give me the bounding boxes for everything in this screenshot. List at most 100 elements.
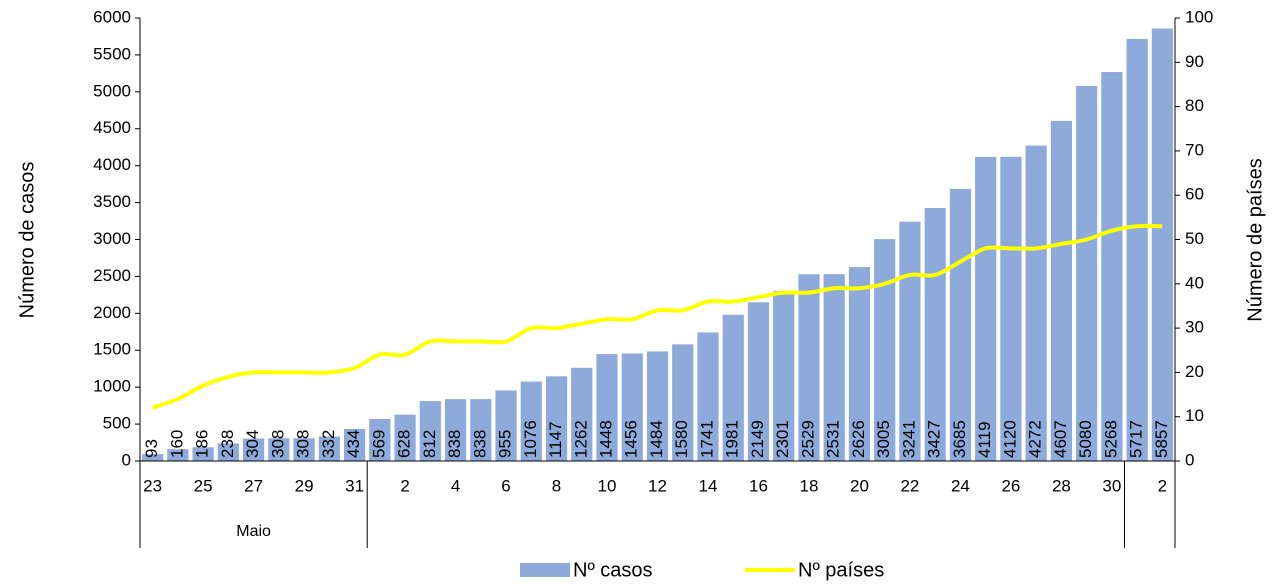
data-label: 4119 — [975, 421, 994, 458]
data-label: 2529 — [798, 420, 817, 458]
x-tick-label: 22 — [900, 476, 919, 495]
data-label: 569 — [369, 430, 388, 458]
bar — [520, 381, 542, 461]
line — [151, 223, 1163, 410]
data-label: 4607 — [1051, 420, 1070, 458]
bar — [1076, 85, 1098, 461]
bar — [672, 344, 694, 461]
data-label: 3427 — [925, 420, 944, 458]
x-tick-label: 2 — [1158, 476, 1167, 495]
data-label: 1981 — [723, 420, 742, 458]
data-label: 838 — [470, 430, 489, 458]
bar — [192, 447, 214, 461]
bar — [1025, 145, 1047, 462]
y-tick-label: 4500 — [93, 118, 131, 137]
group-label: Maio — [236, 523, 271, 540]
x-tick-label: 26 — [1001, 476, 1020, 495]
x-tick-label: 30 — [1102, 476, 1121, 495]
data-label: 1580 — [672, 420, 691, 458]
y2-tick-label: 50 — [1185, 229, 1204, 248]
data-label: 3005 — [874, 420, 893, 458]
bar — [167, 449, 189, 461]
y-axis-title: Número de casos — [16, 162, 38, 319]
x-tick-label: 16 — [749, 476, 768, 495]
data-label: 1076 — [521, 420, 540, 458]
y-tick-label: 2000 — [93, 303, 131, 322]
y-tick-label: 3500 — [93, 192, 131, 211]
data-label: 5717 — [1127, 420, 1146, 458]
bar — [596, 354, 618, 461]
x-tick-label: 28 — [1052, 476, 1071, 495]
y2-tick-label: 10 — [1185, 406, 1204, 425]
x-tick-label: 14 — [699, 476, 718, 495]
bar — [1101, 72, 1123, 462]
bar — [242, 438, 265, 461]
data-label: 186 — [193, 430, 212, 458]
x-tick-label: 6 — [501, 476, 510, 495]
data-label: 1484 — [647, 420, 666, 458]
x-tick-label: 12 — [648, 476, 667, 495]
y-tick-label: 4000 — [93, 155, 131, 174]
bar — [773, 291, 795, 461]
data-label: 838 — [445, 430, 464, 458]
legend-swatch — [520, 563, 570, 577]
y2-tick-label: 70 — [1185, 140, 1204, 159]
data-label: 1147 — [546, 421, 565, 458]
y2-tick-label: 0 — [1185, 450, 1194, 469]
y-tick-label: 3000 — [93, 229, 131, 248]
bar — [343, 428, 366, 461]
x-tick-label: 23 — [143, 476, 162, 495]
y2-tick-label: 90 — [1185, 52, 1204, 71]
data-label: 1262 — [571, 420, 590, 458]
bar — [823, 274, 845, 461]
data-label: 4120 — [1000, 420, 1019, 458]
bar — [495, 390, 517, 461]
bar — [747, 302, 770, 461]
x-tick-label: 10 — [598, 476, 617, 495]
bar — [1050, 120, 1073, 462]
bar — [722, 314, 744, 461]
bar — [697, 332, 719, 461]
y-tick-label: 5500 — [93, 44, 131, 63]
bar — [545, 376, 568, 461]
x-tick-label: 24 — [951, 476, 970, 495]
bar — [571, 367, 593, 461]
x-tick-label: 4 — [451, 476, 460, 495]
bar — [798, 274, 820, 461]
data-label: 238 — [218, 430, 237, 458]
y-tick-label: 2500 — [93, 266, 131, 285]
x-tick-label: 2 — [400, 476, 409, 495]
y-tick-label: 6000 — [93, 7, 131, 26]
bar — [1000, 156, 1022, 461]
bar — [1151, 28, 1173, 461]
data-label: 5080 — [1076, 420, 1095, 458]
bar — [621, 353, 643, 461]
data-label: 1456 — [622, 420, 641, 458]
bar — [293, 438, 315, 461]
bar — [470, 399, 492, 461]
data-label: 1448 — [596, 420, 615, 458]
bar — [318, 436, 340, 461]
data-label: 2301 — [773, 420, 792, 458]
x-tick-label: 20 — [850, 476, 869, 495]
data-label: 160 — [167, 430, 186, 458]
data-label: 93 — [142, 439, 161, 458]
bar — [394, 414, 416, 461]
y2-tick-label: 30 — [1185, 318, 1204, 337]
data-label: 434 — [344, 430, 363, 458]
data-label: 628 — [395, 430, 414, 458]
x-tick-label: 25 — [194, 476, 213, 495]
data-label: 308 — [294, 430, 313, 458]
y2-tick-label: 80 — [1185, 96, 1204, 115]
x-tick-label: 27 — [244, 476, 263, 495]
bar — [899, 221, 921, 461]
data-label: 4272 — [1026, 420, 1045, 458]
data-label: 3241 — [899, 420, 918, 458]
data-label: 5857 — [1152, 420, 1171, 458]
bar — [1126, 38, 1148, 461]
y2-tick-label: 20 — [1185, 362, 1204, 381]
data-label: 1741 — [697, 420, 716, 458]
x-tick-label: 8 — [552, 476, 561, 495]
bar — [142, 454, 164, 461]
